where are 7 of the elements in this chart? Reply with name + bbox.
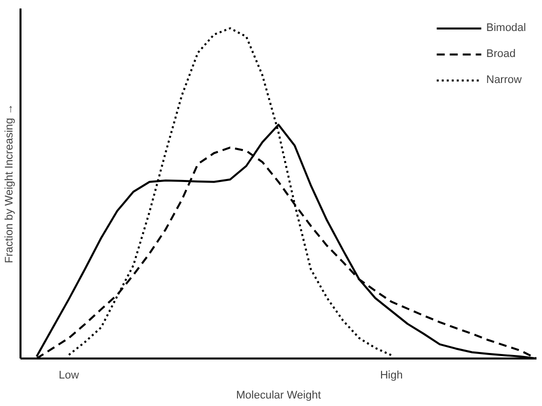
x-axis-title: Molecular Weight — [236, 390, 321, 402]
legend-label: Broad — [486, 48, 516, 60]
x-tick-label: Low — [58, 370, 80, 382]
y-axis-title: Fraction by Weight Increasing → — [4, 104, 16, 264]
legend-label: Narrow — [486, 74, 522, 86]
x-tick-label: High — [380, 370, 403, 382]
legend-label: Bimodal — [486, 22, 526, 34]
